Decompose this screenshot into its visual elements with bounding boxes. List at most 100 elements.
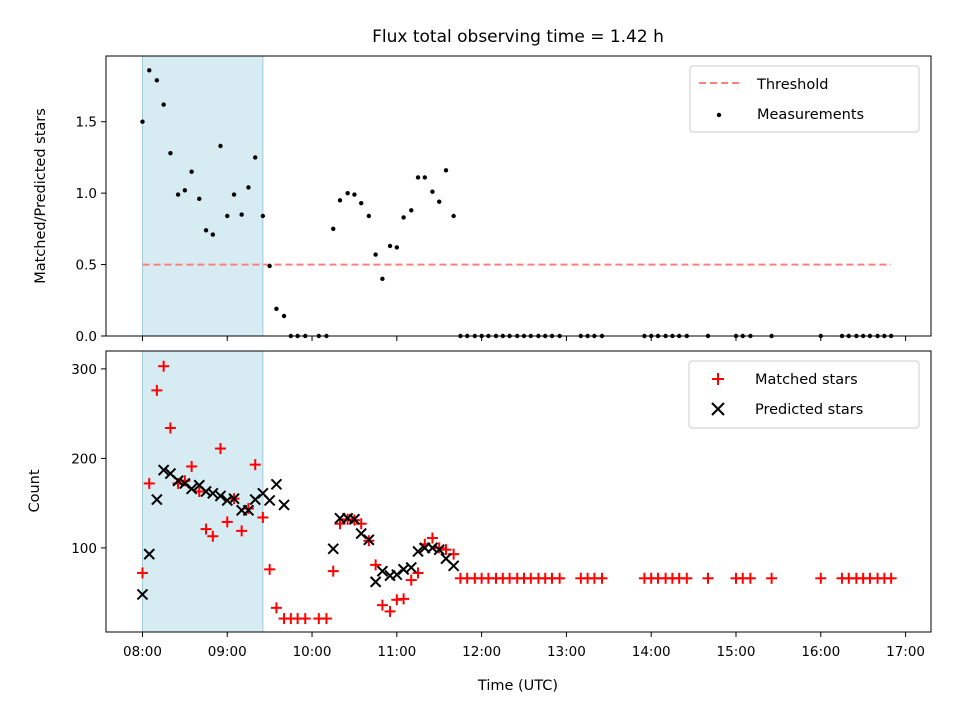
predicted-star-point bbox=[369, 576, 382, 588]
measurement-point bbox=[331, 226, 336, 232]
predicted-star-point bbox=[363, 534, 375, 546]
measurement-point bbox=[260, 213, 266, 219]
predicted-star-point bbox=[214, 490, 227, 502]
top-axes-ticks: 0.0 0.5 1.0 1.5 bbox=[76, 115, 907, 345]
matched-star-point bbox=[433, 542, 445, 554]
bottom-legend: Matched stars Predicted stars bbox=[688, 360, 920, 429]
matched-star-point bbox=[164, 422, 176, 434]
matched-star-point bbox=[554, 572, 566, 584]
matched-star-point bbox=[702, 572, 714, 584]
bottom-x-tick-label: 12:00 bbox=[462, 644, 501, 660]
measurement-point bbox=[409, 208, 414, 213]
measurement-point bbox=[225, 213, 230, 219]
predicted-star-point bbox=[228, 492, 240, 505]
matched-star-point bbox=[299, 613, 311, 625]
matched-star-point bbox=[370, 559, 382, 571]
matched-star-point bbox=[320, 613, 332, 625]
measurement-point bbox=[246, 185, 251, 190]
matched-star-point bbox=[249, 459, 261, 471]
bottom-axes-frame bbox=[105, 350, 932, 633]
predicted-star-point bbox=[348, 513, 361, 525]
predicted-star-point bbox=[447, 560, 460, 572]
legend-matched-label: Matched stars bbox=[755, 372, 858, 388]
matched-star-point bbox=[143, 477, 155, 489]
predicted-star-point bbox=[242, 504, 255, 517]
matched-star-point bbox=[398, 593, 410, 605]
measurement-point bbox=[175, 192, 181, 197]
measurement-point bbox=[210, 232, 216, 237]
bottom-x-tick-label: 14:00 bbox=[632, 644, 671, 660]
matched-star-point bbox=[207, 530, 219, 542]
measurement-point bbox=[218, 143, 223, 149]
measurement-point bbox=[430, 189, 435, 194]
predicted-star-point bbox=[433, 543, 445, 556]
predicted-star-point bbox=[136, 588, 149, 601]
top-panel: 0.0 0.5 1.0 1.5 Matched/Predicted stars Thr… bbox=[33, 55, 932, 345]
measurement-point bbox=[359, 200, 364, 206]
measurement-point bbox=[394, 245, 400, 250]
bottom-axes-ticks: 08:00 09:00 10:00 11:00 12:00 13:00 14:00 15:00… bbox=[71, 362, 925, 660]
bottom-x-tick-label: 09:00 bbox=[208, 644, 247, 660]
bottom-panel: 08:00 09:00 10:00 11:00 12:00 13:00 14:00 15:00… bbox=[27, 350, 932, 694]
predicted-star-point bbox=[327, 543, 339, 555]
legend-threshold-label: Threshold bbox=[756, 77, 828, 93]
matched-star-point bbox=[376, 599, 388, 611]
top-y-axis-label: Matched/Predicted stars bbox=[33, 108, 49, 284]
predicted-star-point bbox=[143, 548, 155, 560]
measurement-point bbox=[366, 213, 372, 219]
bottom-x-tick-label: 15:00 bbox=[717, 644, 756, 660]
measurement-point bbox=[197, 196, 202, 202]
matched-star-point bbox=[264, 563, 276, 575]
top-y-tick-label: 0.5 bbox=[76, 258, 97, 274]
top-legend-box bbox=[689, 65, 920, 133]
matched-star-point bbox=[766, 572, 778, 584]
top-y-tick-label: 1.5 bbox=[76, 115, 97, 131]
bottom-x-tick-label: 16:00 bbox=[801, 644, 840, 660]
bottom-x-tick-label: 13:00 bbox=[547, 644, 586, 660]
matched-star-point bbox=[236, 525, 248, 537]
matched-star-point bbox=[405, 574, 417, 586]
predicted-star-point bbox=[270, 478, 283, 491]
measurement-point bbox=[147, 68, 152, 73]
predicted-star-point bbox=[412, 545, 424, 558]
measurement-point bbox=[451, 213, 456, 219]
matched-star-point bbox=[744, 572, 756, 584]
measurement-point bbox=[161, 102, 166, 107]
matched-star-point bbox=[136, 567, 148, 579]
x-axis-label: Time (UTC) bbox=[477, 678, 558, 694]
measurement-point bbox=[380, 276, 385, 282]
matched-star-point bbox=[681, 572, 693, 584]
predicted-star-point bbox=[278, 499, 290, 511]
predicted-star-point bbox=[200, 485, 212, 498]
predicted-star-point bbox=[376, 565, 389, 577]
measurement-point bbox=[239, 212, 244, 217]
predicted-star-point bbox=[151, 493, 163, 506]
matched-star-point bbox=[596, 572, 608, 584]
measurement-point bbox=[203, 228, 209, 233]
legend-predicted-label: Predicted stars bbox=[755, 402, 863, 418]
measurement-point bbox=[253, 155, 258, 160]
chart-title: Flux total observing time = 1.42 h bbox=[372, 27, 664, 47]
top-legend: Threshold Measurements bbox=[689, 65, 920, 133]
measurement-point bbox=[401, 215, 406, 220]
bottom-x-tick-label: 17:00 bbox=[886, 644, 925, 660]
matched-star-point bbox=[158, 360, 170, 372]
measurement-point bbox=[387, 243, 393, 249]
predicted-star-point bbox=[263, 494, 276, 507]
top-y-tick-label: 1.0 bbox=[76, 186, 97, 202]
bottom-y-tick-label: 100 bbox=[71, 541, 97, 557]
predicted-star-point bbox=[185, 483, 198, 495]
measurement-point bbox=[415, 175, 421, 180]
bottom-x-tick-label: 11:00 bbox=[377, 644, 416, 660]
measurement-point bbox=[443, 168, 449, 173]
top-axes-frame bbox=[105, 55, 932, 337]
measurement-point bbox=[337, 198, 343, 203]
measurement-point bbox=[168, 150, 173, 156]
top-plot-area bbox=[140, 55, 894, 339]
measurement-point bbox=[274, 306, 279, 312]
predicted-star-point bbox=[221, 494, 233, 507]
bottom-plot-area bbox=[136, 350, 897, 633]
measurement-point bbox=[189, 169, 194, 174]
measurement-point bbox=[267, 263, 272, 269]
measurement-point bbox=[437, 199, 442, 204]
